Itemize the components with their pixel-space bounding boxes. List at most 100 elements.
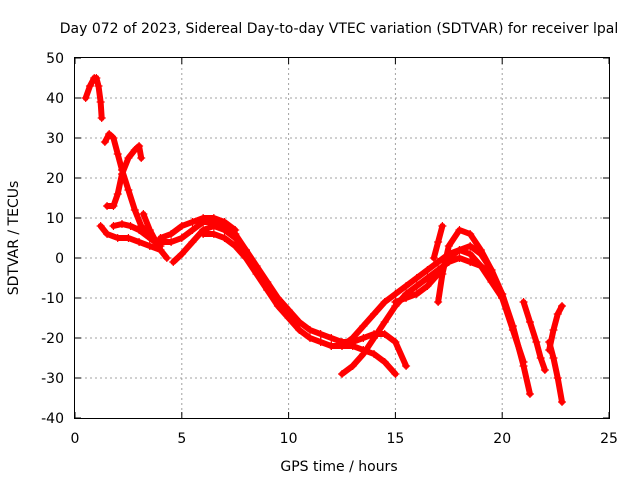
data-point-marker [338,342,346,350]
data-point-marker [412,282,421,290]
data-point-marker [525,318,534,326]
data-point-marker [438,222,447,230]
data-point-marker [188,238,197,246]
data-point-marker [145,226,154,234]
data-point-marker [476,262,485,270]
y-tick-label: 10 [46,211,64,227]
data-point-marker [209,214,218,222]
data-point-marker [359,350,368,358]
data-point-marker [220,234,229,242]
data-point-marker [370,350,379,358]
data-point-marker [476,246,485,254]
y-tick-label: -10 [41,291,64,307]
data-point-marker [295,326,304,334]
x-tick-label: 20 [493,431,511,447]
data-point-marker [117,220,126,228]
data-point-marker [113,190,122,198]
data-point-marker [532,338,541,346]
y-tick-label: -20 [41,331,64,347]
series-arc-16 [519,298,549,374]
data-point-marker [199,214,208,222]
data-point-marker [370,310,379,318]
data-point-marker [139,210,148,218]
y-tick-label: 30 [46,131,64,147]
y-tick-label: 40 [46,91,64,107]
data-point-marker [273,302,282,310]
data-point-marker [209,230,218,238]
data-point-marker [553,374,562,382]
series-trace [157,215,239,241]
data-point-marker [359,322,368,330]
series-arc-8 [156,214,240,242]
data-point-marker [169,258,178,266]
data-point-marker [423,266,432,274]
data-point-marker [94,82,103,90]
data-point-marker [100,138,109,146]
data-point-marker [423,274,432,282]
chart-title: Day 072 of 2023, Sidereal Day-to-day VTE… [60,21,618,37]
data-point-marker [423,282,432,290]
series-arc-1 [81,74,106,122]
data-point-marker [96,98,105,106]
data-point-marker [188,226,197,234]
data-point-marker [124,186,133,194]
data-point-marker [391,338,400,346]
data-point-marker [338,370,346,378]
data-point-marker [130,146,139,154]
data-point-marker [466,258,475,266]
data-point-marker [209,222,218,230]
data-point-marker [380,318,389,326]
axis-ticks: 0 5 10 15 20 25 -40 -30 -20 -10 0 10 20 30 40 50 [41,51,618,447]
data-point-marker [126,222,135,230]
data-point-marker [549,354,558,362]
data-point-marker [135,226,144,234]
data-point-marker [540,366,549,374]
y-tick-label: -40 [41,411,64,427]
y-tick-label: 50 [46,51,64,67]
series-trace [520,299,548,373]
data-point-marker [177,222,186,230]
data-point-marker [348,362,357,370]
data-point-marker [113,150,122,158]
series-trace [435,227,506,305]
data-point-marker [412,274,421,282]
series-trace [221,223,410,369]
data-point-marker [96,222,105,230]
data-point-marker [402,362,411,370]
data-point-marker [92,74,101,82]
data-point-marker [316,338,325,346]
data-point-marker [380,298,389,306]
series-arc-18 [545,302,567,354]
y-tick-label: 20 [46,171,64,187]
data-point-marker [536,354,545,362]
data-point-marker [135,142,144,150]
data-point-marker [391,370,400,378]
x-tick-label: 15 [386,431,404,447]
data-point-marker [177,250,186,258]
data-point-marker [284,314,293,322]
data-point-marker [508,322,517,330]
data-point-marker [305,326,314,334]
data-point-marker [156,234,165,242]
series-arc-6 [139,210,171,262]
data-point-marker [316,330,325,338]
data-point-marker [263,278,272,286]
data-point-marker [549,326,558,334]
data-point-marker [109,134,118,142]
data-point-marker [231,242,240,250]
series-trace [104,143,145,209]
data-point-marker [402,294,411,302]
data-point-marker [137,154,146,162]
data-point-marker [145,242,154,250]
data-point-marker [558,398,567,406]
data-point-marker [273,294,282,302]
data-point-marker [402,282,411,290]
data-point-marker [81,94,90,102]
data-point-marker [220,222,229,230]
data-point-marker [167,238,176,246]
data-point-marker [487,266,496,274]
data-point-marker [466,230,475,238]
plot-frame [74,57,610,419]
data-point-marker [241,246,250,254]
